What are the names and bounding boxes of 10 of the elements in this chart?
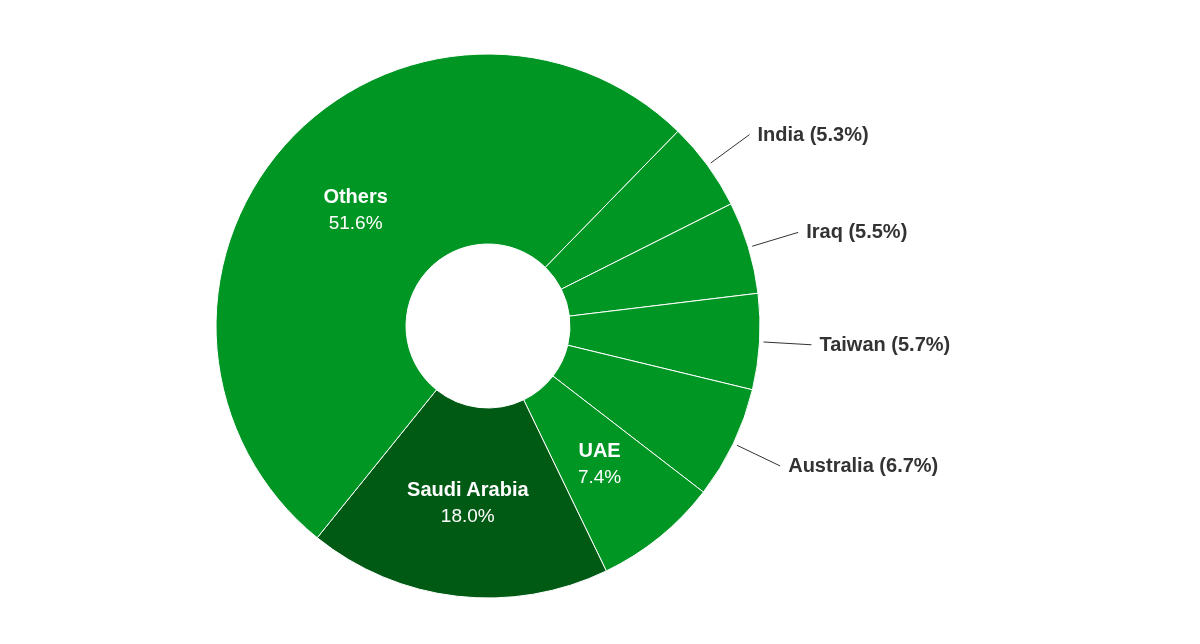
- slice-label: India (5.3%): [757, 122, 869, 145]
- slice-label: UAE: [578, 439, 621, 462]
- data-label: 51.6%: [328, 211, 383, 233]
- slice-label: Others: [323, 184, 388, 207]
- slice-label: Australia (6.7%): [788, 453, 939, 476]
- slice-label: Iraq (5.5%): [806, 220, 908, 243]
- data-label: 18.0%: [440, 504, 495, 526]
- slice-label: Taiwan (5.7%): [819, 332, 951, 355]
- slice-label: Saudi Arabia: [407, 477, 530, 500]
- data-label: 7.4%: [577, 466, 622, 488]
